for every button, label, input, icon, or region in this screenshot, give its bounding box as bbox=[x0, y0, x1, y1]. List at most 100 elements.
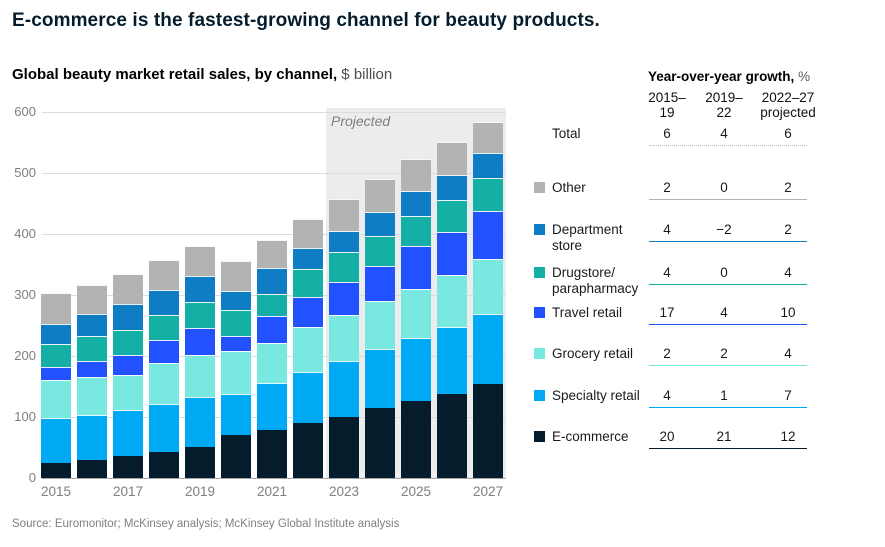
chart-subtitle-bold: Global beauty market retail sales, by ch… bbox=[12, 66, 338, 83]
bar-segment-2022-specialty-retail bbox=[293, 371, 323, 424]
bar-segment-2023-e-commerce bbox=[329, 417, 359, 478]
bar-segment-2019-e-commerce bbox=[185, 446, 215, 478]
y-tick-label-400: 400 bbox=[14, 226, 36, 241]
bar-segment-2021-department-store bbox=[257, 267, 287, 294]
bar-segment-2018-e-commerce bbox=[149, 451, 179, 478]
page-title: E-commerce is the fastest-growing channe… bbox=[12, 10, 600, 31]
bar-segment-2015-drugstore-parapharmacy bbox=[41, 343, 71, 367]
bar-segment-2027-grocery-retail bbox=[473, 259, 503, 314]
bar-segment-2021-grocery-retail bbox=[257, 342, 287, 384]
cell-other-2: 2 bbox=[784, 180, 792, 195]
y-tick-label-500: 500 bbox=[14, 165, 36, 180]
bar-segment-2019-specialty-retail bbox=[185, 397, 215, 447]
bar-segment-2018-specialty-retail bbox=[149, 403, 179, 452]
legend-chip-e-commerce bbox=[534, 431, 545, 442]
x-tick-label-2017: 2017 bbox=[112, 484, 144, 499]
y-tick-label-300: 300 bbox=[14, 287, 36, 302]
bar-segment-2020-other bbox=[221, 260, 251, 291]
cell-grocery-retail-2: 4 bbox=[784, 346, 792, 361]
bar-segment-2021-e-commerce bbox=[257, 429, 287, 478]
bar-segment-2026-e-commerce bbox=[437, 393, 467, 478]
y-gridline-0 bbox=[42, 478, 506, 479]
bar-segment-2020-department-store bbox=[221, 290, 251, 311]
bar-segment-2020-e-commerce bbox=[221, 435, 251, 478]
bar-segment-2023-drugstore-parapharmacy bbox=[329, 252, 359, 282]
bar-segment-2020-specialty-retail bbox=[221, 393, 251, 436]
bar-segment-2022-grocery-retail bbox=[293, 326, 323, 372]
bar-segment-2018-grocery-retail bbox=[149, 363, 179, 404]
x-tick-label-2021: 2021 bbox=[256, 484, 288, 499]
bar-segment-2020-grocery-retail bbox=[221, 351, 251, 394]
x-tick-label-2015: 2015 bbox=[40, 484, 72, 499]
bar-segment-2016-e-commerce bbox=[77, 459, 107, 478]
bar-segment-2017-travel-retail bbox=[113, 354, 143, 375]
bar-segment-2027-drugstore-parapharmacy bbox=[473, 177, 503, 212]
bar-segment-2025-drugstore-parapharmacy bbox=[401, 216, 431, 247]
bar-segment-2018-travel-retail bbox=[149, 340, 179, 364]
cell-department-store-2: 2 bbox=[784, 222, 792, 237]
bar-segment-2027-specialty-retail bbox=[473, 313, 503, 385]
legend-chip-other bbox=[534, 182, 545, 193]
bar-segment-2016-grocery-retail bbox=[77, 376, 107, 416]
bar-segment-2026-drugstore-parapharmacy bbox=[437, 200, 467, 233]
y-gridline-500 bbox=[42, 173, 506, 174]
bar-segment-2025-other bbox=[401, 158, 431, 192]
bar-segment-2019-drugstore-parapharmacy bbox=[185, 301, 215, 328]
row-label-other: Other bbox=[552, 180, 586, 195]
bar-segment-2023-specialty-retail bbox=[329, 360, 359, 417]
y-gridline-400 bbox=[42, 234, 506, 235]
cell-drugstore-parapharmacy-1: 0 bbox=[720, 265, 728, 280]
cell-e-commerce-0: 20 bbox=[659, 429, 675, 444]
column-header-0: 2015– 19 bbox=[648, 90, 686, 120]
row-label-grocery-retail: Grocery retail bbox=[552, 346, 634, 361]
cell-travel-retail-0: 17 bbox=[659, 305, 675, 320]
bar-segment-2019-travel-retail bbox=[185, 327, 215, 356]
growth-table-title: Year-over-year growth, % bbox=[648, 69, 810, 84]
bar-segment-2026-specialty-retail bbox=[437, 326, 467, 394]
row-label-drugstore-parapharmacy: Drugstore/ parapharmacy bbox=[552, 265, 639, 296]
bar-segment-2022-travel-retail bbox=[293, 297, 323, 327]
x-tick-label-2025: 2025 bbox=[400, 484, 432, 499]
cell-drugstore-parapharmacy-2: 4 bbox=[784, 265, 792, 280]
bar-segment-2025-department-store bbox=[401, 191, 431, 217]
y-gridline-600 bbox=[42, 112, 506, 113]
cell-department-store-0: 4 bbox=[663, 222, 671, 237]
cell-total-0: 6 bbox=[663, 126, 671, 141]
bar-segment-2015-grocery-retail bbox=[41, 380, 71, 419]
bar-segment-2015-e-commerce bbox=[41, 462, 71, 478]
cell-grocery-retail-0: 2 bbox=[663, 346, 671, 361]
projected-label: Projected bbox=[331, 113, 391, 129]
cell-e-commerce-2: 12 bbox=[780, 429, 796, 444]
bar-segment-2026-other bbox=[437, 141, 467, 175]
bar-segment-2017-drugstore-parapharmacy bbox=[113, 330, 143, 355]
bar-segment-2022-department-store bbox=[293, 248, 323, 270]
bar-segment-2019-department-store bbox=[185, 276, 215, 302]
cell-total-2: 6 bbox=[784, 126, 792, 141]
bar-segment-2019-grocery-retail bbox=[185, 355, 215, 398]
column-header-2: 2022–27 projected bbox=[760, 90, 816, 120]
legend-chip-travel-retail bbox=[534, 307, 545, 318]
bar-segment-2025-e-commerce bbox=[401, 401, 431, 478]
legend-chip-drugstore-parapharmacy bbox=[534, 267, 545, 278]
bar-segment-2015-travel-retail bbox=[41, 366, 71, 381]
bar-segment-2024-drugstore-parapharmacy bbox=[365, 236, 395, 266]
bar-segment-2027-department-store bbox=[473, 152, 503, 178]
bar-segment-2015-other bbox=[41, 293, 71, 324]
row-label-specialty-retail: Specialty retail bbox=[552, 388, 640, 403]
y-tick-label-200: 200 bbox=[14, 348, 36, 363]
x-tick-label-2019: 2019 bbox=[184, 484, 216, 499]
bar-segment-2025-specialty-retail bbox=[401, 338, 431, 402]
bar-segment-2016-specialty-retail bbox=[77, 415, 107, 460]
bar-segment-2016-department-store bbox=[77, 313, 107, 336]
row-rule-travel-retail bbox=[649, 324, 807, 325]
cell-other-0: 2 bbox=[663, 180, 671, 195]
column-header-1: 2019– 22 bbox=[705, 90, 743, 120]
bar-segment-2027-travel-retail bbox=[473, 211, 503, 259]
cell-e-commerce-1: 21 bbox=[716, 429, 732, 444]
y-tick-label-600: 600 bbox=[14, 104, 36, 119]
bar-segment-2016-travel-retail bbox=[77, 361, 107, 377]
bar-segment-2027-e-commerce bbox=[473, 384, 503, 478]
bar-segment-2026-travel-retail bbox=[437, 232, 467, 275]
row-rule-drugstore-parapharmacy bbox=[649, 284, 807, 285]
